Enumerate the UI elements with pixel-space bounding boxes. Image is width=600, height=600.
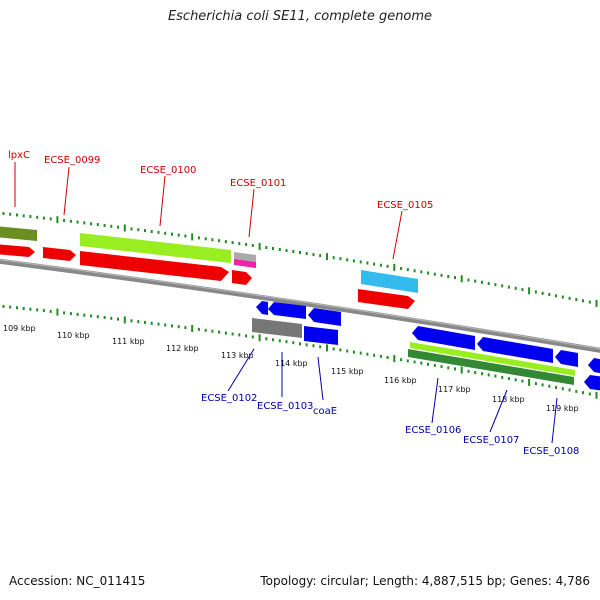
scale-label: 112 kbp <box>166 344 199 353</box>
gene-label-lpxc[interactable]: lpxC <box>8 150 30 161</box>
gene-feature-red[interactable] <box>232 270 252 285</box>
forward-gene-labels: lpxC ECSE_0099 ECSE_0100 ECSE_0101 ECSE_… <box>8 150 433 211</box>
scale-labels: 109 kbp 110 kbp 111 kbp 112 kbp 113 kbp 114 k… <box>3 324 579 413</box>
scale-label: 118 kbp <box>492 395 525 404</box>
accession-text: Accession: NC_011415 <box>9 574 146 588</box>
gene-feature-lime[interactable] <box>80 233 231 263</box>
gene-feature-cyan[interactable] <box>361 270 418 293</box>
gene-feature-red[interactable] <box>358 289 415 309</box>
gene-label-ecse-0102[interactable]: ECSE_0102 <box>201 393 257 404</box>
reverse-gene-labels: ECSE_0102 ECSE_0103 coaE ECSE_0106 ECSE_… <box>201 393 579 457</box>
gene-feature-blue[interactable] <box>308 308 341 326</box>
scale-label: 115 kbp <box>331 367 364 376</box>
gene-label-ecse-0108[interactable]: ECSE_0108 <box>523 446 579 457</box>
forward-strand-features <box>0 226 418 309</box>
gene-feature-magenta[interactable] <box>234 259 256 268</box>
upper-tick-row <box>2 212 598 307</box>
scale-label: 119 kbp <box>546 404 579 413</box>
gene-feature-gray[interactable] <box>252 318 302 338</box>
gene-feature-blue[interactable] <box>268 302 306 319</box>
scale-label: 116 kbp <box>384 376 417 385</box>
scale-label: 109 kbp <box>3 324 36 333</box>
lower-tick-row <box>2 304 598 399</box>
gene-feature-blue[interactable] <box>584 375 600 391</box>
gene-feature-blue[interactable] <box>304 326 338 345</box>
gene-label-ecse-0107[interactable]: ECSE_0107 <box>463 435 519 446</box>
gene-label-ecse-0099[interactable]: ECSE_0099 <box>44 155 100 166</box>
scale-label: 114 kbp <box>275 359 308 368</box>
topology-summary: Topology: circular; Length: 4,887,515 bp… <box>260 574 590 588</box>
reverse-strand-features <box>252 301 600 391</box>
gene-feature-red[interactable] <box>0 244 35 257</box>
gene-feature-lime[interactable] <box>410 342 575 376</box>
gene-feature-gray[interactable] <box>234 252 256 262</box>
scale-label: 110 kbp <box>57 331 90 340</box>
gene-feature-red[interactable] <box>80 251 229 281</box>
scale-label: 117 kbp <box>438 385 471 394</box>
genome-backbone <box>0 258 600 353</box>
gene-feature-blue[interactable] <box>555 350 578 367</box>
scale-label: 113 kbp <box>221 351 254 360</box>
leader-lines <box>14 162 558 444</box>
gene-feature-dark-green[interactable] <box>408 349 574 385</box>
gene-feature-red[interactable] <box>43 247 76 261</box>
gene-feature-olive[interactable] <box>0 226 37 241</box>
gene-feature-blue[interactable] <box>477 337 553 363</box>
gene-label-ecse-0106[interactable]: ECSE_0106 <box>405 425 461 436</box>
gene-feature-blue[interactable] <box>412 326 475 350</box>
map-title: Escherichia coli SE11, complete genome <box>167 9 433 24</box>
gene-label-ecse-0105[interactable]: ECSE_0105 <box>377 200 433 211</box>
genome-backbone-highlight <box>0 259 600 350</box>
gene-label-coae[interactable]: coaE <box>313 406 337 417</box>
gene-label-ecse-0103[interactable]: ECSE_0103 <box>257 401 313 412</box>
scale-label: 111 kbp <box>112 337 145 346</box>
gene-label-ecse-0100[interactable]: ECSE_0100 <box>140 165 196 176</box>
gene-feature-blue[interactable] <box>256 301 268 315</box>
gene-label-ecse-0101[interactable]: ECSE_0101 <box>230 178 286 189</box>
gene-feature-blue[interactable] <box>588 358 600 374</box>
